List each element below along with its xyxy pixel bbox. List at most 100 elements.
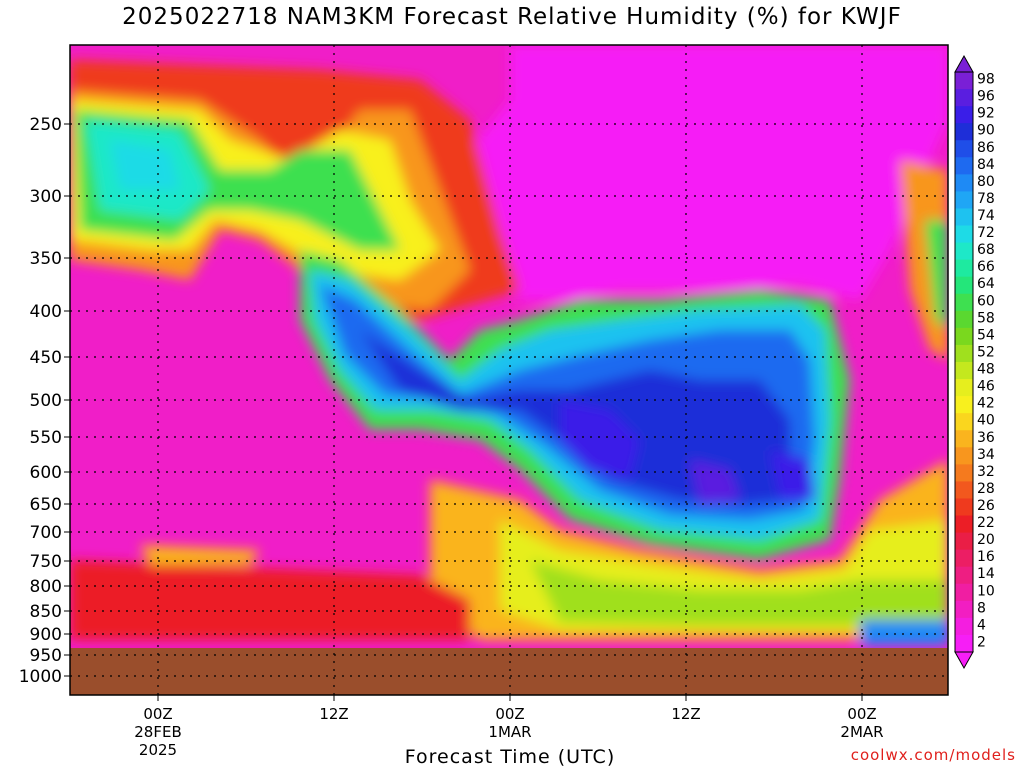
colorbar-swatch <box>955 276 973 295</box>
colorbar-label: 8 <box>977 600 986 616</box>
terrain-mask <box>70 648 948 695</box>
x-tick-label: 00Z <box>495 705 524 723</box>
colorbar-label: 58 <box>977 310 995 326</box>
colorbar-swatch <box>955 191 973 209</box>
colorbar-label: 10 <box>977 583 995 599</box>
y-tick-label: 900 <box>30 625 62 645</box>
colorbar-swatch <box>955 566 973 585</box>
colorbar-label: 20 <box>977 532 995 548</box>
colorbar-label: 34 <box>977 447 995 463</box>
colorbar-label: 2 <box>977 634 986 650</box>
colorbar-swatch <box>955 225 973 244</box>
x-tick-label: 2025 <box>139 741 177 759</box>
colorbar-label: 78 <box>977 191 995 207</box>
colorbar-label: 60 <box>977 293 995 309</box>
colorbar-label: 52 <box>977 344 995 360</box>
colorbar-label: 36 <box>977 430 995 446</box>
x-axis-label: Forecast Time (UTC) <box>404 746 616 768</box>
colorbar-label: 86 <box>977 140 995 156</box>
y-tick-label: 700 <box>30 523 62 543</box>
colorbar-swatch <box>955 140 973 158</box>
chart-title: 2025022718 NAM3KM Forecast Relative Humi… <box>122 4 902 30</box>
colorbar-swatch <box>955 396 973 414</box>
y-tick-label: 950 <box>30 646 62 666</box>
y-axis: 250 300 350 400 450 500 550 600 650 700 750 800 850 9… <box>19 115 70 687</box>
x-tick-label: 2MAR <box>840 723 883 741</box>
colorbar-top-arrow <box>954 54 974 73</box>
colorbar-label: 80 <box>977 174 995 190</box>
colorbar-label: 28 <box>977 481 995 497</box>
colorbar-frame <box>954 71 974 653</box>
colorbar-label: 92 <box>977 106 995 122</box>
colorbar-swatch <box>955 583 973 602</box>
y-tick-label: 750 <box>30 552 62 572</box>
colorbar-swatch <box>955 532 973 551</box>
colorbar-swatch <box>955 72 973 90</box>
colorbar-label: 54 <box>977 327 995 343</box>
y-tick-label: 550 <box>30 428 62 448</box>
x-tick-label: 12Z <box>319 705 348 723</box>
colorbar-label: 96 <box>977 89 995 105</box>
colorbar-swatch <box>955 327 973 346</box>
colorbar-swatch <box>955 549 973 568</box>
y-tick-label: 800 <box>30 577 62 597</box>
colorbar-swatch <box>955 481 973 499</box>
colorbar-swatch <box>955 123 973 141</box>
colorbar-label: 42 <box>977 396 995 412</box>
colorbar-label: 66 <box>977 259 995 275</box>
colorbar-label: 74 <box>977 208 995 224</box>
x-tick-label: 28FEB <box>134 723 181 741</box>
colorbar-swatch <box>955 157 973 175</box>
y-tick-label: 1000 <box>19 667 62 687</box>
humidity-field <box>70 45 948 695</box>
colorbar: 9896929086848078747268666460585452484642… <box>954 54 995 670</box>
colorbar-swatch <box>955 447 973 465</box>
colorbar-label: 32 <box>977 464 995 480</box>
y-tick-label: 350 <box>30 249 62 269</box>
colorbar-swatch <box>955 106 973 124</box>
colorbar-swatch <box>955 344 973 363</box>
colorbar-swatch <box>955 464 973 482</box>
colorbar-label: 4 <box>977 617 986 633</box>
colorbar-swatch <box>955 600 973 619</box>
y-tick-label: 450 <box>30 348 62 368</box>
colorbar-label: 16 <box>977 549 995 565</box>
colorbar-swatch <box>955 293 973 312</box>
colorbar-swatch <box>955 430 973 448</box>
x-tick-label: 00Z <box>143 705 172 723</box>
colorbar-label: 48 <box>977 362 995 378</box>
colorbar-swatch <box>955 362 973 380</box>
colorbar-swatch <box>955 617 973 636</box>
colorbar-swatch <box>955 89 973 107</box>
colorbar-label: 64 <box>977 276 995 292</box>
y-tick-label: 850 <box>30 602 62 622</box>
colorbar-swatch <box>955 634 973 653</box>
y-tick-label: 250 <box>30 115 62 135</box>
colorbar-swatch <box>955 310 973 329</box>
plot-frame <box>69 44 949 696</box>
colorbar-label: 46 <box>977 379 995 395</box>
colorbar-swatch <box>955 242 973 261</box>
x-tick-label: 1MAR <box>488 723 531 741</box>
colorbar-swatch <box>955 413 973 431</box>
colorbar-swatch <box>955 208 973 227</box>
colorbar-label: 98 <box>977 72 995 88</box>
colorbar-swatch <box>955 174 973 192</box>
colorbar-swatch <box>955 379 973 397</box>
colorbar-label: 90 <box>977 123 995 139</box>
colorbar-label: 22 <box>977 515 995 531</box>
y-tick-label: 500 <box>30 391 62 411</box>
colorbar-label: 14 <box>977 566 995 582</box>
colorbar-label: 68 <box>977 242 995 258</box>
colorbar-label: 40 <box>977 413 995 429</box>
x-tick-label: 12Z <box>671 705 700 723</box>
field-contours <box>70 45 948 645</box>
y-tick-label: 650 <box>30 495 62 515</box>
credit-text[interactable]: coolwx.com/models <box>850 746 1016 764</box>
y-tick-label: 600 <box>30 463 62 483</box>
colorbar-swatch <box>955 498 973 517</box>
x-tick-label: 00Z <box>847 705 876 723</box>
colorbar-label: 26 <box>977 498 995 514</box>
colorbar-bottom-arrow <box>954 651 974 670</box>
